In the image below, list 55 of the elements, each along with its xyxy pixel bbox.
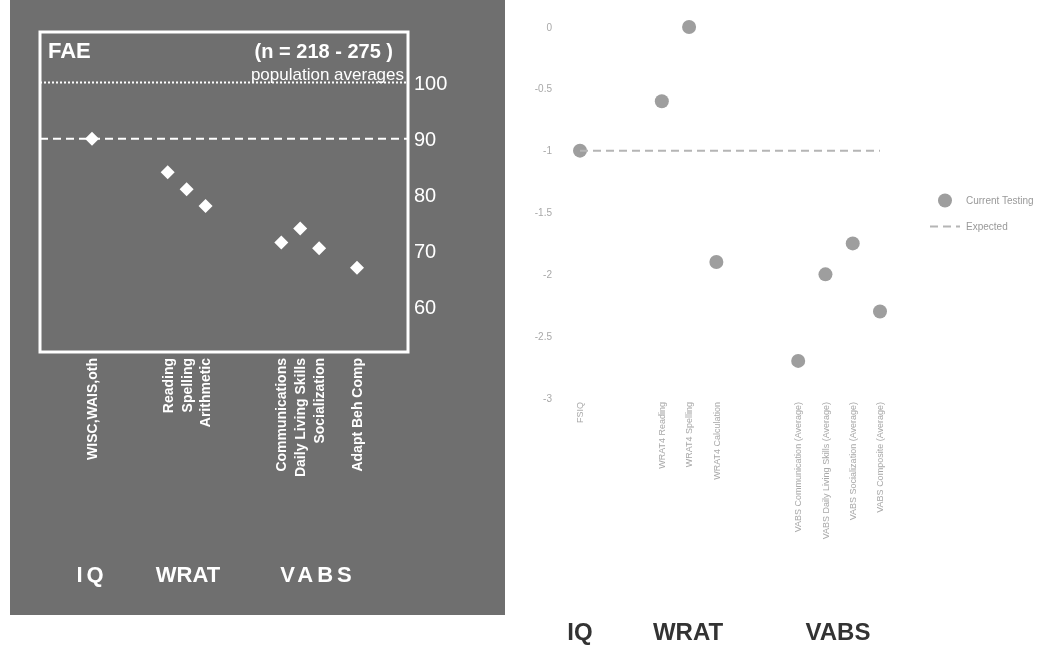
x-tick-label: WISC,WAIS,oth [83,358,100,460]
x-tick-label: Communications [273,357,290,472]
y-tick-label: -2.5 [534,330,553,342]
y-tick-label: -1.5 [534,207,553,218]
point [274,235,289,250]
point [198,199,213,214]
point [845,236,860,251]
text: VABS [805,618,871,645]
y-tick-label: 70 [414,239,437,262]
text: VABS [280,562,356,587]
y-tick-label: -2 [543,268,553,280]
ref-line-label: population averages [250,64,404,84]
text: WRAT [652,618,724,645]
point [312,241,327,256]
x-tick-label: FSIQ [575,402,586,424]
y-tick-label: -0.5 [534,83,553,95]
point [654,94,669,109]
x-tick-label: Adapt Beh Comp [348,358,365,472]
legend-label: Expected [966,221,1008,232]
point [682,20,697,34]
annotation: FAE [48,38,91,63]
y-tick-label: 90 [414,127,437,150]
x-tick-label: Daily Living Skills [292,357,309,478]
point [179,182,194,197]
x-tick-label: WRAT4 Spelling [684,402,695,468]
point [873,304,887,319]
x-tick-label: VABS Socialization (Average) [847,402,858,521]
point [818,267,833,282]
annotation: (n = 218 - 275 ) [254,40,393,62]
x-tick-label: VABS Composite (Average) [875,402,886,513]
point [791,353,806,368]
point [293,221,308,236]
point [160,165,175,180]
y-tick-label: 60 [414,296,437,319]
y-tick-label: -3 [543,392,553,404]
x-tick-label: Arithmetic [197,357,214,428]
x-tick-label: VABS Daily Living Skills (Average) [820,402,831,540]
point [350,260,364,275]
x-tick-label: Spelling [178,358,195,413]
x-tick-label: Socialization [311,358,328,444]
legend-label: Current Testing [966,195,1034,206]
y-tick-label: 100 [414,71,448,94]
text: IQ [567,618,593,645]
text: WRAT [155,562,221,587]
x-tick-label: Reading [159,358,176,414]
point [85,131,99,146]
x-tick-label: WRAT4 Calculation [711,402,722,480]
x-tick-label: VABS Communication (Average) [793,402,804,533]
y-tick-label: -1 [543,145,553,157]
x-tick-label: WRAT4 Reading [656,402,667,469]
point [573,143,587,158]
point [709,254,724,269]
y-tick-label: 0 [546,21,553,33]
text: IQ [76,562,108,587]
y-tick-label: 80 [414,183,437,206]
